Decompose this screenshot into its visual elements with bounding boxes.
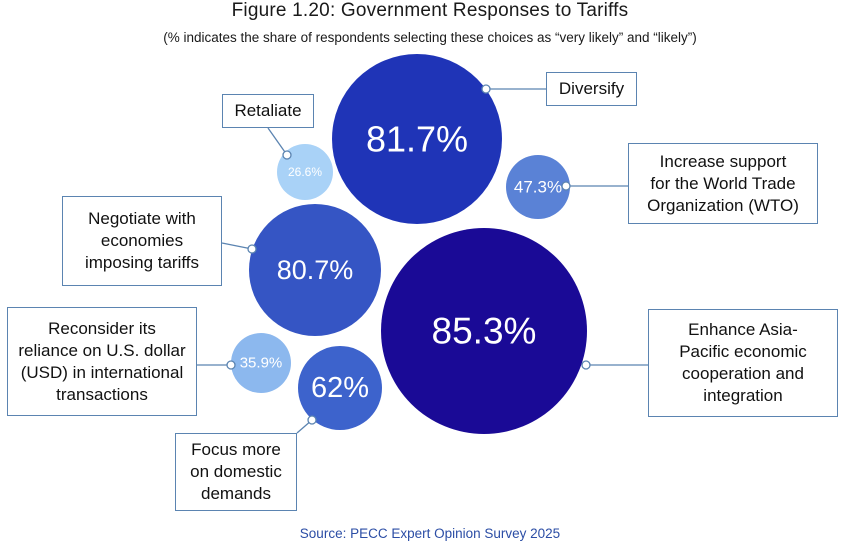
chart-title: Figure 1.20: Government Responses to Tar…: [231, 0, 629, 21]
bubble-value-negotiate: 80.7%: [277, 255, 354, 285]
bubble-value-retaliate: 26.6%: [288, 165, 322, 179]
label-domestic: Focus more on domestic demands: [175, 433, 297, 511]
label-usd: Reconsider its reliance on U.S. dollar (…: [7, 307, 197, 416]
bubble-negotiate: [249, 204, 381, 336]
bubble-value-usd: 35.9%: [240, 355, 283, 372]
bubble-domestic: [298, 346, 382, 430]
connector-dot-usd: [226, 360, 236, 370]
bubble-value-diversify: 81.7%: [366, 119, 468, 160]
label-diversify: Diversify: [546, 72, 637, 106]
connector-negotiate: [221, 242, 253, 250]
bubble-value-wto: 47.3%: [514, 178, 562, 197]
connector-dot-domestic: [307, 415, 317, 425]
bubble-value-domestic: 62%: [311, 372, 369, 404]
bubble-asia-pacific: [381, 228, 587, 434]
bubble-usd: [231, 333, 291, 393]
label-negotiate: Negotiate with economies imposing tariff…: [62, 196, 222, 286]
connector-retaliate: [267, 127, 288, 156]
connector-dot-negotiate: [247, 244, 257, 254]
connector-dot-diversify: [481, 84, 491, 94]
bubble-diversify: [332, 54, 502, 224]
bubble-wto: [506, 155, 570, 219]
label-asia-pacific: Enhance Asia- Pacific economic cooperati…: [648, 309, 838, 417]
chart-subtitle: (% indicates the share of respondents se…: [163, 30, 697, 45]
label-wto: Increase support for the World Trade Org…: [628, 143, 818, 224]
bubble-retaliate: [277, 144, 333, 200]
label-retaliate: Retaliate: [222, 94, 314, 128]
connector-dot-wto: [561, 181, 571, 191]
connector-dot-retaliate: [282, 150, 292, 160]
bubble-value-asia-pacific: 85.3%: [432, 311, 537, 352]
chart-source: Source: PECC Expert Opinion Survey 2025: [299, 526, 561, 541]
connector-dot-asia-pacific: [581, 360, 591, 370]
